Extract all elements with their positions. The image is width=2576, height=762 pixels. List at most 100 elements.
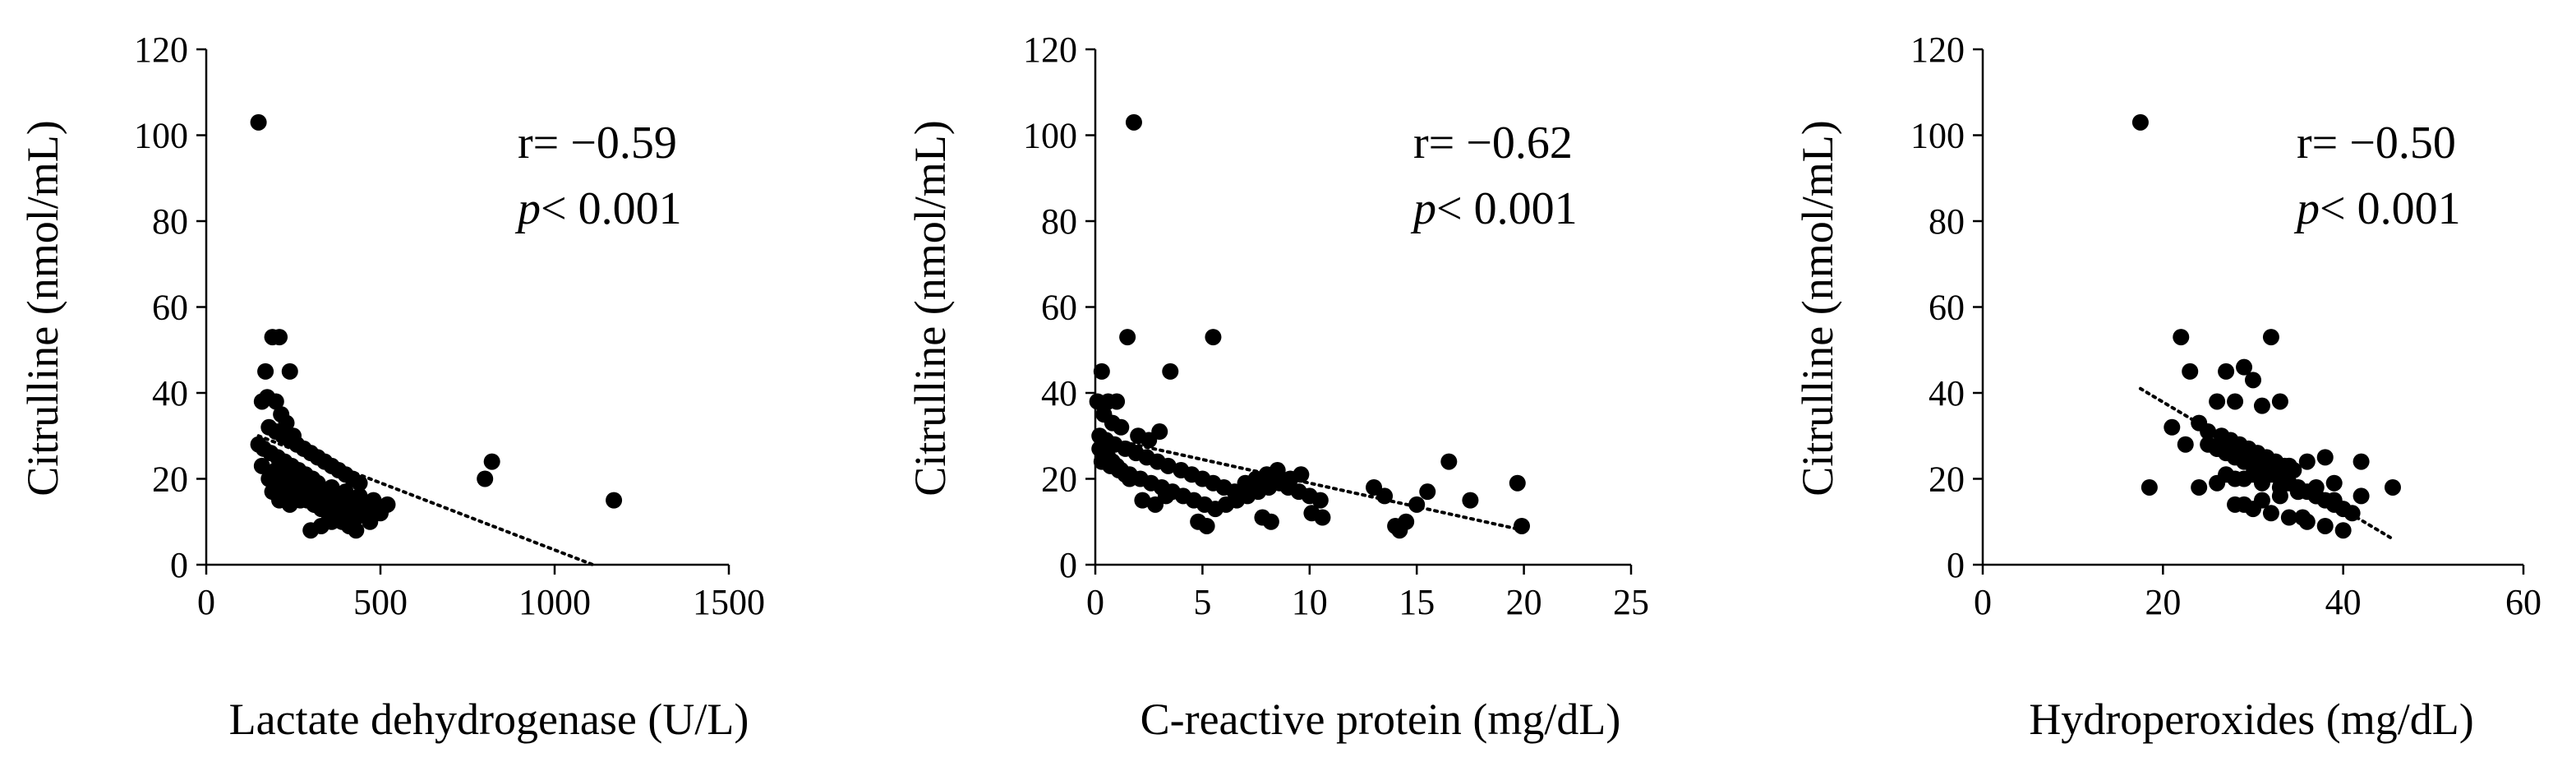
x-tick-label: 25 xyxy=(1613,582,1649,622)
y-tick-label: 40 xyxy=(1041,373,1077,413)
y-axis-label-ldh: Citrulline (nmol/mL) xyxy=(18,120,67,496)
stat-r-hydroperoxides: r= −0.50 xyxy=(2297,118,2456,169)
data-point xyxy=(606,492,623,509)
data-point xyxy=(1440,453,1458,470)
data-point xyxy=(1151,423,1168,441)
data-point xyxy=(2325,474,2343,492)
data-point xyxy=(2227,393,2244,410)
x-tick-label: 20 xyxy=(1506,582,1542,622)
x-tick-label: 40 xyxy=(2325,582,2362,622)
x-axis-label-hydroperoxides: Hydroperoxides (mg/dL) xyxy=(2029,695,2473,744)
data-point xyxy=(2325,492,2343,509)
data-point xyxy=(306,496,323,513)
data-point xyxy=(2294,509,2311,526)
x-tick-label: 0 xyxy=(1086,582,1104,622)
y-tick-label: 80 xyxy=(152,201,188,242)
stat-p-value-hydroperoxides: < 0.001 xyxy=(2320,183,2461,234)
data-point xyxy=(2280,509,2297,526)
data-point xyxy=(1134,492,1151,509)
data-point xyxy=(2209,393,2226,410)
y-tick-label: 120 xyxy=(134,30,188,70)
x-tick-label: 60 xyxy=(2505,582,2541,622)
data-point xyxy=(2262,453,2279,470)
x-tick-label: 20 xyxy=(2145,582,2181,622)
stat-p-label-ldh: p xyxy=(514,183,541,234)
data-point xyxy=(2245,372,2261,389)
data-point xyxy=(2227,470,2244,487)
data-point xyxy=(2131,113,2149,131)
panel-hydroperoxides: r= −0.50 p< 0.001 Hydroperoxides (mg/dL)… xyxy=(1793,30,2541,744)
data-point xyxy=(1391,522,1408,539)
data-point xyxy=(1269,462,1286,479)
data-point xyxy=(1293,466,1310,483)
data-point xyxy=(2191,478,2208,496)
data-point xyxy=(1314,509,1331,526)
stat-p-label-hydroperoxides: p xyxy=(2293,183,2320,234)
y-tick-label: 80 xyxy=(1929,201,1965,242)
data-point xyxy=(2271,393,2288,410)
data-point xyxy=(2289,483,2306,501)
data-point xyxy=(2236,496,2253,513)
data-point xyxy=(260,470,278,487)
data-point xyxy=(1311,492,1329,509)
data-point xyxy=(2334,522,2352,539)
trend-line-crp xyxy=(1094,434,1526,533)
data-point xyxy=(2218,363,2235,380)
data-point xyxy=(2245,449,2261,466)
y-tick-label: 80 xyxy=(1041,201,1077,242)
y-tick-label: 60 xyxy=(152,288,188,328)
panel-crp: r= −0.62 p< 0.001 C-reactive protein (mg… xyxy=(906,30,1649,744)
data-point xyxy=(2182,363,2199,380)
data-point xyxy=(2200,423,2217,441)
y-tick-label: 60 xyxy=(1041,288,1077,328)
data-point xyxy=(2253,492,2270,509)
data-point xyxy=(1513,517,1530,534)
data-point xyxy=(2253,397,2270,414)
y-axis-label-crp: Citrulline (nmol/mL) xyxy=(906,120,955,496)
x-tick-label: 1500 xyxy=(693,582,765,622)
data-point xyxy=(348,522,365,539)
data-point xyxy=(1376,487,1394,505)
stat-p-label-crp: p xyxy=(1410,183,1436,234)
x-tick-label: 1000 xyxy=(518,582,591,622)
stat-r-ldh: r= −0.59 xyxy=(518,118,677,169)
data-point xyxy=(1108,393,1126,410)
data-point xyxy=(351,474,368,492)
y-tick-label: 100 xyxy=(134,116,188,156)
data-point xyxy=(250,113,267,131)
data-point xyxy=(267,393,284,410)
x-tick-label: 500 xyxy=(353,582,408,622)
y-tick-label: 120 xyxy=(1910,30,1965,70)
data-point xyxy=(2245,466,2261,483)
data-point xyxy=(2343,505,2361,522)
data-point xyxy=(2173,329,2190,346)
data-point xyxy=(1262,513,1279,530)
data-point xyxy=(1089,393,1106,410)
data-point xyxy=(1158,487,1175,505)
x-tick-label: 5 xyxy=(1193,582,1211,622)
data-point xyxy=(2177,436,2194,453)
data-point xyxy=(2298,453,2316,470)
stat-p-value-ldh: < 0.001 xyxy=(541,183,682,234)
data-point xyxy=(1125,113,1142,131)
y-tick-label: 100 xyxy=(1910,116,1965,156)
stat-p-crp: p< 0.001 xyxy=(1410,183,1578,234)
data-point xyxy=(1093,363,1110,380)
data-point xyxy=(2316,449,2334,466)
stat-p-value-crp: < 0.001 xyxy=(1436,183,1578,234)
x-tick-label: 0 xyxy=(1974,582,1992,622)
data-point xyxy=(1462,492,1479,509)
y-tick-label: 20 xyxy=(152,460,188,500)
data-point xyxy=(1113,418,1130,436)
data-point xyxy=(2236,358,2253,376)
stat-r-crp: r= −0.62 xyxy=(1413,118,1573,169)
data-point xyxy=(1205,329,1222,346)
stat-p-ldh: p< 0.001 xyxy=(514,183,682,234)
data-point xyxy=(2164,418,2181,436)
y-axis-label-hydroperoxides: Citrulline (nmol/mL) xyxy=(1793,120,1842,496)
x-axis-label-crp: C-reactive protein (mg/dL) xyxy=(1141,695,1621,744)
y-tick-label: 60 xyxy=(1929,288,1965,328)
data-point xyxy=(257,363,274,380)
data-point xyxy=(1509,474,1526,492)
